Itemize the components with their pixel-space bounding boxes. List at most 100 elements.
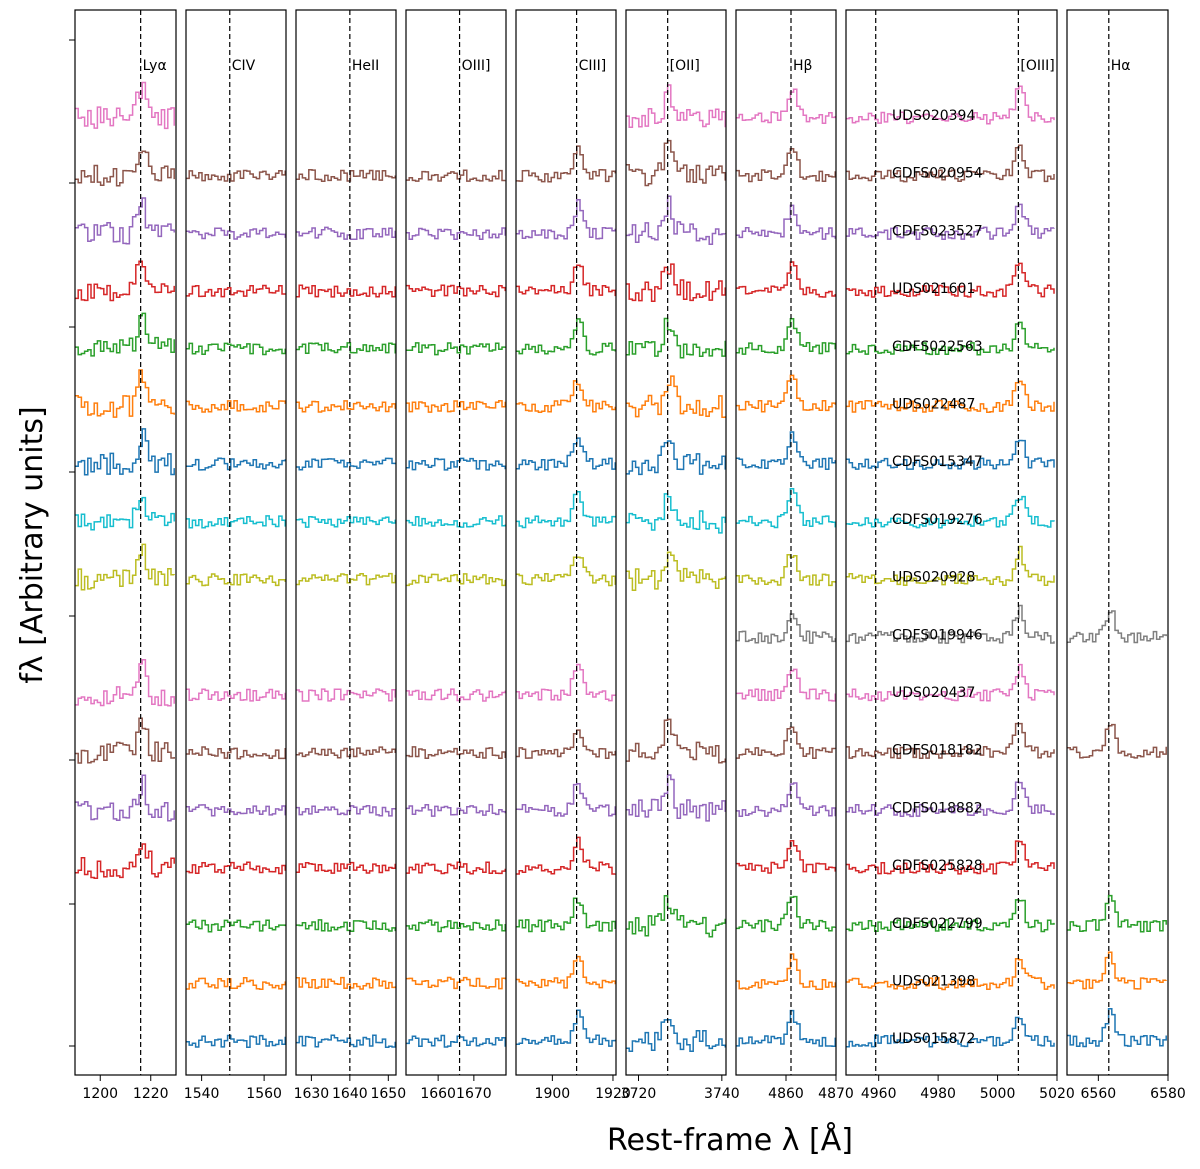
spectrum-uds020437-panel-0: [75, 659, 175, 707]
spectrum-cdfs022563-panel-0: [75, 312, 175, 357]
spectrum-cdfs022563-panel-2: [296, 342, 396, 355]
object-label-cdfs025828: CDFS025828: [892, 858, 983, 874]
spectrum-uds021601-panel-7: [846, 262, 1055, 298]
spectrum-uds022487-panel-5: [626, 375, 726, 418]
spectrum-cdfs018182-panel-0: [75, 717, 175, 764]
spectrum-uds021398-panel-2: [296, 976, 396, 990]
spectrum-uds020928-panel-0: [75, 543, 175, 591]
spectrum-cdfs022563-panel-3: [406, 342, 506, 356]
spectrum-cdfs025828-panel-0: [75, 843, 175, 880]
spectrum-uds022487-panel-1: [186, 400, 286, 413]
spectrum-cdfs019276-panel-7: [846, 495, 1055, 529]
spectrum-uds020437-panel-1: [186, 688, 286, 702]
spectrum-cdfs019276-panel-2: [296, 515, 396, 528]
x-tick-label-7-3: 5020: [1039, 1086, 1075, 1102]
object-label-uds021398: UDS021398: [892, 974, 975, 990]
spectrum-cdfs022563-panel-7: [846, 321, 1055, 356]
spectrum-cdfs023527-panel-6: [736, 204, 836, 240]
panel-frame-2: [295, 9, 397, 1076]
x-tick-label-5-1: 3740: [704, 1086, 740, 1102]
panel-8: Hα 6560 6580: [1066, 9, 1186, 1102]
object-label-cdfs019946: CDFS019946: [892, 627, 983, 643]
spectrum-cdfs023527-panel-0: [75, 197, 175, 245]
spectrum-uds020437-panel-6: [736, 668, 836, 702]
object-label-uds020437: UDS020437: [892, 685, 975, 701]
spectrum-cdfs022799-panel-7: [846, 899, 1055, 933]
spectrum-cdfs018882-panel-7: [846, 781, 1055, 818]
spectrum-uds020928-panel-3: [406, 573, 506, 587]
spectrum-uds022487-panel-7: [846, 380, 1055, 414]
spectrum-uds015872-panel-6: [736, 1009, 836, 1047]
spectrum-cdfs020954-panel-6: [736, 147, 836, 183]
x-tick-label-7-0: 4960: [861, 1086, 897, 1102]
spectrum-uds021398-panel-8: [1067, 951, 1167, 990]
spectrum-uds022487-panel-3: [406, 400, 506, 413]
spectrum-cdfs019946-panel-8: [1067, 610, 1167, 644]
spectrum-uds020394-panel-0: [75, 81, 175, 130]
spectrum-cdfs015347-panel-4: [516, 437, 616, 471]
spectrum-cdfs015347-panel-1: [186, 457, 286, 471]
panel-1: CIV 1540 1560: [184, 9, 287, 1102]
spectrum-uds020437-panel-2: [296, 688, 396, 702]
panel-frame-6: [735, 9, 837, 1076]
panel-frame-5: [625, 9, 727, 1076]
spectrum-uds020928-panel-5: [626, 551, 726, 592]
spectrum-cdfs019276-panel-5: [626, 493, 726, 534]
spectrum-uds020437-panel-7: [846, 663, 1055, 702]
panel-frame-7: [845, 9, 1058, 1076]
spectrum-cdfs020954-panel-2: [296, 168, 396, 182]
panel-frame-0: [74, 9, 177, 1076]
spectrum-cdfs023527-panel-1: [186, 227, 286, 240]
spectrum-uds022487-panel-4: [516, 380, 616, 414]
line-label-6: Hβ: [793, 58, 812, 74]
spectrum-cdfs022563-panel-6: [736, 317, 836, 355]
object-label-cdfs022799: CDFS022799: [892, 916, 983, 932]
panel-0: Lyα 1200 1220: [74, 9, 177, 1102]
spectrum-uds020928-panel-1: [186, 573, 286, 587]
spectrum-cdfs015347-panel-0: [75, 428, 175, 476]
object-label-uds020394: UDS020394: [892, 108, 975, 124]
spectrum-uds015872-panel-3: [406, 1034, 506, 1048]
spectrum-cdfs018182-panel-4: [516, 729, 616, 759]
panel-frame-1: [185, 9, 287, 1076]
spectrum-cdfs022563-panel-4: [516, 318, 616, 356]
spectrum-uds021601-panel-5: [626, 263, 726, 302]
x-tick-label-6-0: 4860: [768, 1086, 804, 1102]
spectrum-uds020928-panel-7: [846, 545, 1055, 587]
panel-5: [OII] 3720 3740: [621, 9, 740, 1102]
spectrum-cdfs018182-panel-6: [736, 726, 836, 760]
x-tick-label-1-0: 1540: [184, 1086, 220, 1102]
spectrum-cdfs018882-panel-3: [406, 803, 506, 817]
spectrum-cdfs025828-panel-2: [296, 861, 396, 874]
spectrum-cdfs015347-panel-6: [736, 431, 836, 470]
spectrum-cdfs022799-panel-5: [626, 894, 726, 938]
spectrum-cdfs019276-panel-0: [75, 496, 175, 531]
x-tick-label-2-2: 1650: [370, 1086, 406, 1102]
panel-2: HeII 1630 1640 1650: [294, 9, 406, 1102]
spectrum-uds022487-panel-2: [296, 400, 396, 413]
spectrum-cdfs018182-panel-7: [846, 722, 1055, 759]
spectrum-cdfs018882-panel-6: [736, 782, 836, 817]
spectrum-uds020394-panel-5: [626, 84, 726, 129]
line-label-0: Lyα: [143, 58, 167, 74]
spectrum-cdfs023527-panel-7: [846, 203, 1055, 241]
x-tick-label-4-1: 1920: [595, 1086, 631, 1102]
object-label-uds015872: UDS015872: [892, 1031, 975, 1047]
spectrum-cdfs015347-panel-5: [626, 440, 726, 476]
spectrum-cdfs019276-panel-1: [186, 515, 286, 529]
line-label-7: [OIII]: [1020, 58, 1054, 74]
spectrum-cdfs022799-panel-1: [186, 919, 286, 933]
x-tick-label-5-0: 3720: [621, 1086, 657, 1102]
spectrum-cdfs022563-panel-1: [186, 342, 286, 356]
spectrum-uds021398-panel-6: [736, 953, 836, 991]
x-tick-label-8-1: 6580: [1150, 1086, 1186, 1102]
spectrum-uds021398-panel-7: [846, 957, 1055, 991]
spectrum-uds020437-panel-3: [406, 688, 506, 702]
object-label-cdfs023527: CDFS023527: [892, 223, 983, 239]
x-tick-label-2-1: 1640: [332, 1086, 368, 1102]
spectrum-cdfs023527-panel-3: [406, 227, 506, 241]
spectrum-cdfs019946-panel-6: [736, 613, 836, 644]
line-label-8: Hα: [1111, 58, 1131, 74]
